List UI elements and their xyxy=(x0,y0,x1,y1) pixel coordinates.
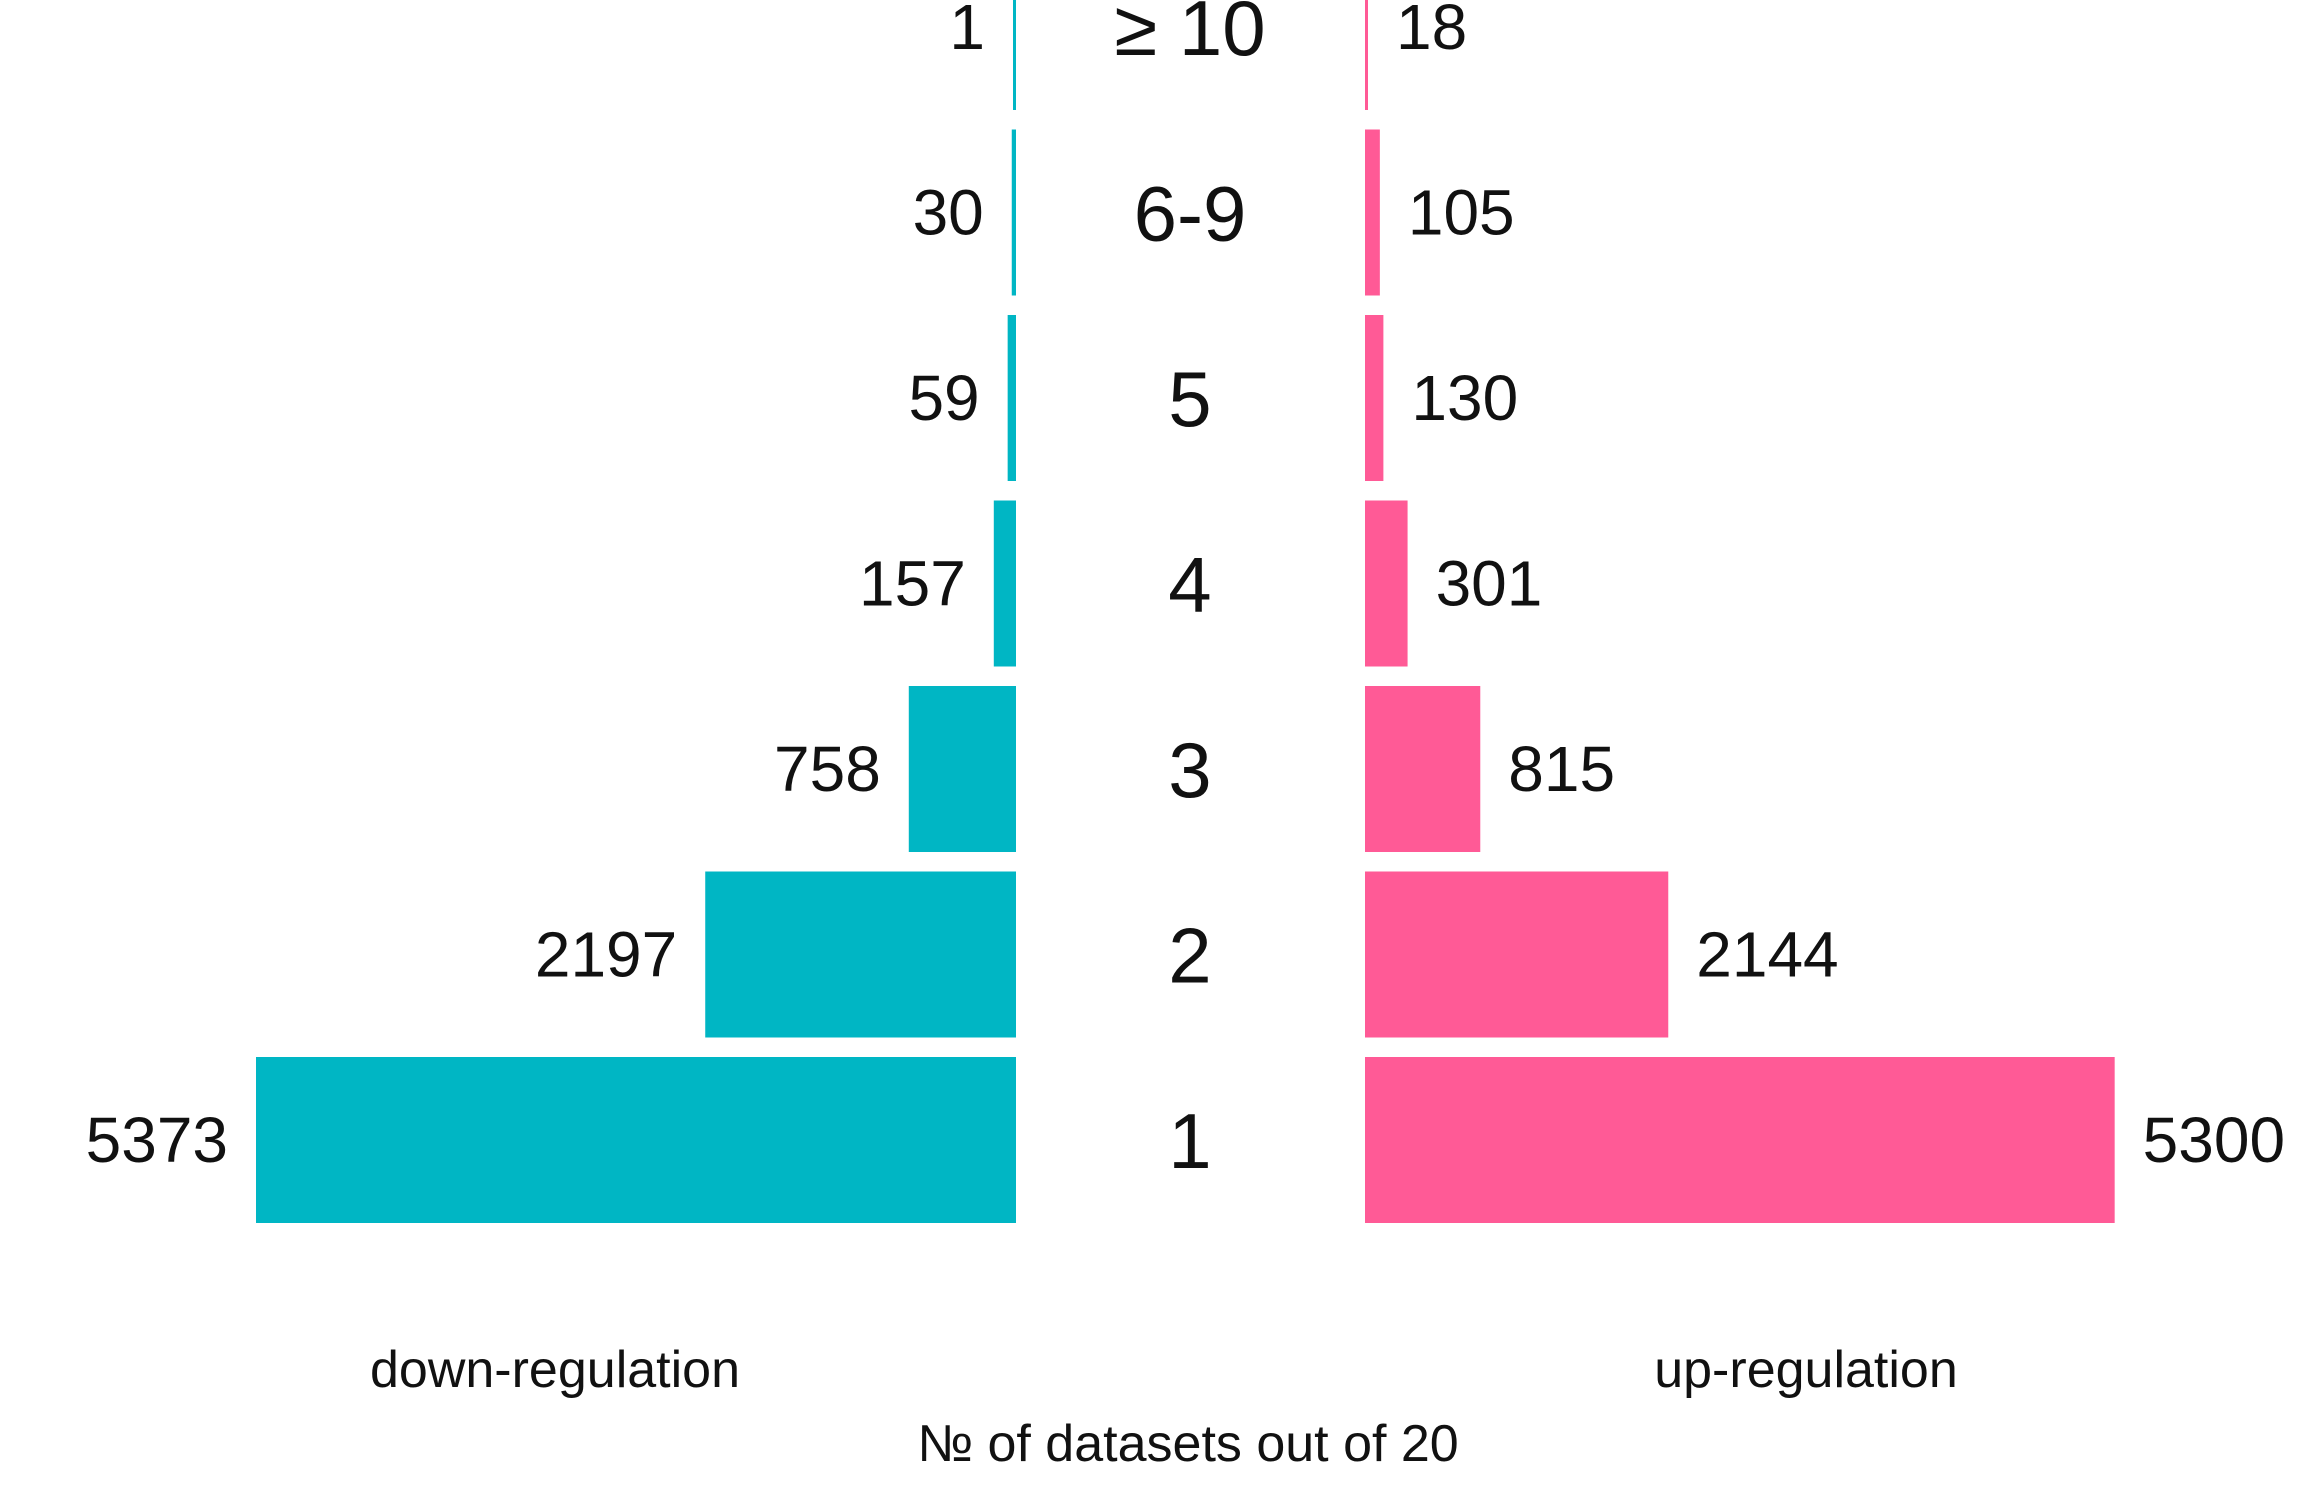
up-regulation-label: up-regulation xyxy=(1654,1341,1958,1399)
category-label: 4 xyxy=(1168,541,1211,629)
category-label: 1 xyxy=(1168,1097,1211,1185)
up-regulation-bar xyxy=(1365,1057,2115,1223)
up-regulation-value-labels: 5300 2144 815 301 130 105 18 xyxy=(1396,0,2285,1176)
down-regulation-bar xyxy=(1007,315,1016,481)
category-label: 5 xyxy=(1168,355,1211,443)
down-regulation-value-labels: 5373 2197 758 157 59 30 1 xyxy=(86,0,985,1176)
down-regulation-value-label: 2197 xyxy=(535,919,677,991)
category-label: ≥ 10 xyxy=(1114,0,1265,72)
category-labels: 1 2 3 4 5 6-9 ≥ 10 xyxy=(1114,0,1265,1185)
up-regulation-bar xyxy=(1365,315,1384,481)
down-regulation-value-label: 1 xyxy=(949,0,985,63)
up-regulation-value-label: 18 xyxy=(1396,0,1467,63)
down-regulation-value-label: 157 xyxy=(859,548,966,620)
up-regulation-value-label: 130 xyxy=(1411,362,1518,434)
down-regulation-bar xyxy=(908,686,1016,852)
category-label: 6-9 xyxy=(1134,170,1247,258)
up-regulation-value-label: 5300 xyxy=(2143,1104,2285,1176)
down-regulation-bar xyxy=(1013,0,1016,110)
up-regulation-bar xyxy=(1365,129,1380,296)
down-regulation-bar xyxy=(1011,129,1016,296)
down-regulation-bar xyxy=(993,500,1016,667)
down-regulation-label: down-regulation xyxy=(370,1341,740,1399)
up-regulation-bar xyxy=(1365,871,1669,1038)
down-regulation-bar xyxy=(256,1057,1016,1223)
x-axis-title: № of datasets out of 20 xyxy=(917,1415,1458,1473)
up-regulation-value-label: 105 xyxy=(1408,177,1515,249)
up-regulation-bar xyxy=(1365,0,1368,110)
up-regulation-value-label: 2144 xyxy=(1696,919,1838,991)
up-regulation-bars xyxy=(1365,0,2115,1223)
down-regulation-bars xyxy=(256,0,1016,1223)
up-regulation-value-label: 815 xyxy=(1508,733,1615,805)
down-regulation-value-label: 758 xyxy=(774,733,881,805)
down-regulation-value-label: 30 xyxy=(913,177,984,249)
category-label: 3 xyxy=(1168,726,1211,814)
up-regulation-bar xyxy=(1365,686,1481,852)
down-regulation-bar xyxy=(705,871,1016,1038)
up-regulation-bar xyxy=(1365,500,1408,667)
down-regulation-value-label: 59 xyxy=(908,362,979,434)
up-regulation-value-label: 301 xyxy=(1436,548,1543,620)
category-label: 2 xyxy=(1168,912,1211,1000)
down-regulation-value-label: 5373 xyxy=(86,1104,228,1176)
